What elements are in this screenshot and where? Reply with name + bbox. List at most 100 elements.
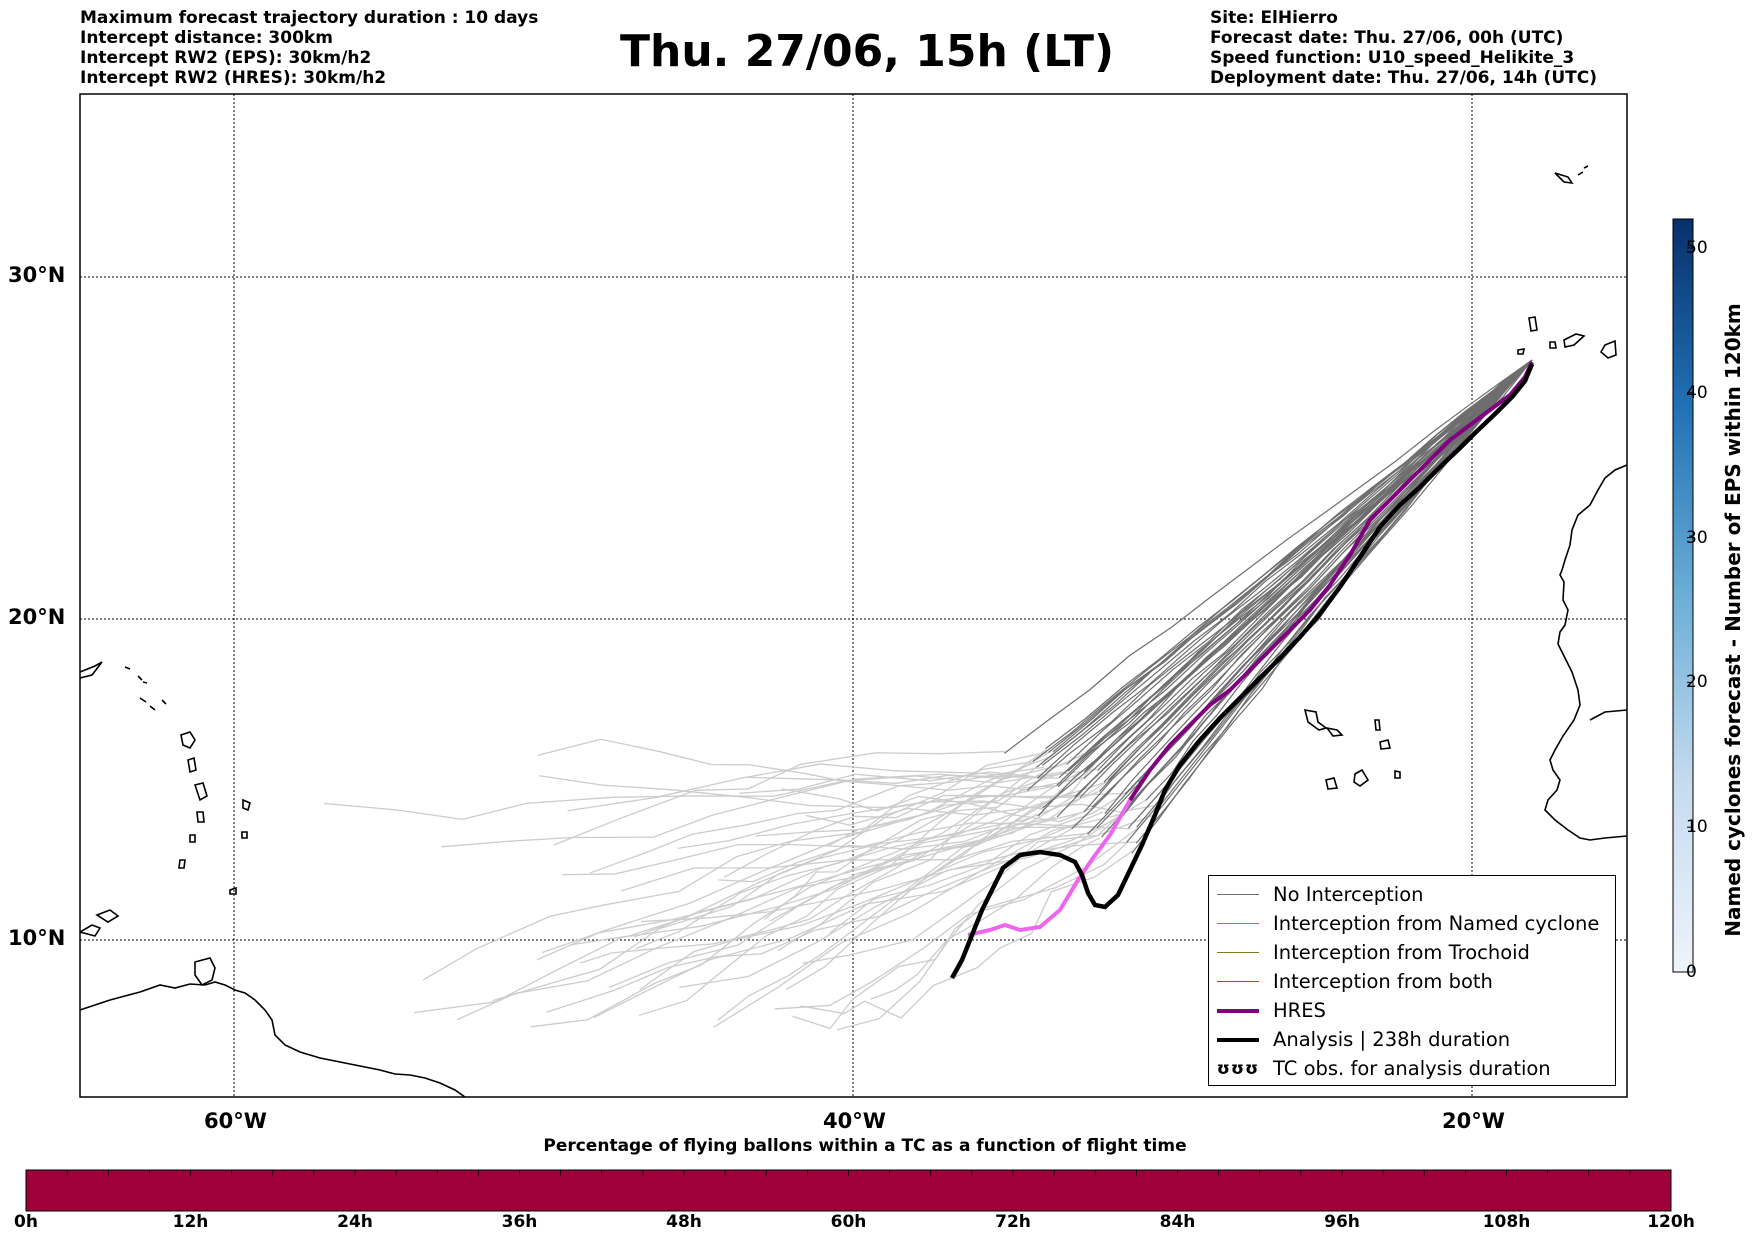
- legend-swatch-hres: [1217, 1008, 1259, 1013]
- legend-item-both: Interception from both: [1209, 967, 1615, 996]
- eps-trajectory-tail: [620, 832, 1089, 892]
- legend-label-trochoid: Interception from Trochoid: [1273, 941, 1530, 964]
- martinique: [193, 782, 208, 802]
- percentage-tick-label: 84h: [1159, 1212, 1196, 1232]
- eps-trajectory-tail: [763, 784, 1057, 920]
- eps-trajectory-tail: [638, 748, 1047, 1017]
- cyclone-tick-label: 10: [1686, 817, 1708, 838]
- max-duration-text: Maximum forecast trajectory duration : 1…: [80, 8, 539, 28]
- eps-trajectory-tail: [589, 766, 1045, 874]
- cyclone-tick-label: 30: [1686, 527, 1708, 548]
- eps-trajectory-tail: [870, 837, 1101, 1000]
- legend-label-analysis: Analysis | 238h duration: [1273, 1028, 1511, 1051]
- eps-trajectory-tail: [755, 752, 1087, 837]
- eps-trajectory-tail: [639, 811, 1104, 991]
- eps-trajectory-tail: [593, 827, 1073, 1019]
- legend-item-trochoid: Interception from Trochoid: [1209, 938, 1615, 967]
- tc-symbol-icon: ʊʊʊ: [1216, 1058, 1260, 1079]
- legend-label-both: Interception from both: [1273, 970, 1493, 993]
- eps-trajectory: [1052, 359, 1533, 753]
- eps-trajectory-tail: [422, 761, 1032, 981]
- lon-label-20w: 20°W: [1442, 1109, 1505, 1133]
- eps-trajectory: [1003, 359, 1533, 754]
- cape-verde-5: [1325, 777, 1339, 790]
- legend-swatch-analysis: [1217, 1037, 1259, 1042]
- eps-trajectory: [1160, 359, 1533, 805]
- eps-trajectory-tail: [641, 841, 1138, 923]
- analysis-trajectory: [950, 363, 1535, 980]
- lon-label-40w: 40°W: [823, 1109, 886, 1133]
- cape-verde-4: [1379, 739, 1391, 750]
- eps-trajectory: [1067, 359, 1533, 772]
- legend-label-hres: HRES: [1273, 999, 1326, 1022]
- site-info: Site: ElHierro Forecast date: Thu. 27/06…: [1210, 8, 1597, 88]
- deployment-date-text: Deployment date: Thu. 27/06, 14h (UTC): [1210, 68, 1597, 88]
- speed-function-text: Speed function: U10_speed_Helikite_3: [1210, 48, 1575, 68]
- fuerteventura: [1599, 339, 1617, 359]
- percentage-tick-label: 12h: [172, 1212, 209, 1232]
- lat-label-20n: 20°N: [8, 605, 66, 629]
- cyclone-colorbar-gradient: [1672, 218, 1694, 973]
- eps-trajectory-tail: [571, 782, 1104, 946]
- eps-trajectory-tail: [567, 763, 1037, 812]
- virgin-islands: [124, 666, 148, 684]
- cyclone-colorbar-ticks: [1687, 247, 1693, 973]
- barbuda-antigua: [242, 798, 251, 812]
- eps-trajectory-tail: [718, 826, 1131, 883]
- percentage-tick-label: 108h: [1482, 1212, 1531, 1232]
- percentage-colorbar: [25, 1169, 1672, 1212]
- trinidad: [194, 957, 216, 987]
- grenada: [178, 859, 186, 869]
- eps-trajectory-tail: [829, 783, 1141, 934]
- eps-trajectory: [1036, 359, 1533, 768]
- eps-trajectories-late: [324, 738, 1161, 1031]
- cyclone-tick-label: 50: [1686, 237, 1708, 258]
- eps-trajectory-tail: [723, 794, 1080, 878]
- eps-trajectory-tail: [539, 775, 1126, 809]
- legend-item-analysis: Analysis | 238h duration: [1209, 1025, 1615, 1054]
- site-text: Site: ElHierro: [1210, 8, 1338, 28]
- lat-label-30n: 30°N: [8, 263, 66, 287]
- legend-item-no-interception: No Interception: [1209, 880, 1615, 909]
- percentage-tick-label: 36h: [501, 1212, 538, 1232]
- legend-label-no-interception: No Interception: [1273, 883, 1424, 906]
- cyclone-tick-label: 20: [1686, 672, 1708, 693]
- venezuela-islands: [80, 909, 120, 937]
- eps-trajectory-tail: [896, 761, 1097, 903]
- eps-trajectory-tail: [537, 738, 1030, 791]
- legend-item-named-cyclone: Interception from Named cyclone: [1209, 909, 1615, 938]
- dominica: [187, 756, 197, 774]
- legend-label-tc-obs: TC obs. for analysis duration: [1273, 1057, 1551, 1080]
- percentage-colorbar-caption: Percentage of flying ballons within a TC…: [543, 1136, 1187, 1156]
- cyclone-colorbar: [1672, 218, 1694, 973]
- eps-trajectory-tail: [712, 813, 1124, 1028]
- st-lucia: [196, 811, 205, 823]
- legend-swatch-no-interception: [1217, 894, 1259, 895]
- intercept-hres-text: Intercept RW2 (HRES): 30km/h2: [80, 68, 387, 88]
- barbados: [241, 831, 248, 839]
- page-title: Thu. 27/06, 15h (LT): [620, 26, 1115, 77]
- percentage-tick-label: 60h: [830, 1212, 867, 1232]
- cyclone-colorbar-label: Named cyclones forecast - Number of EPS …: [1721, 303, 1745, 937]
- antilles-1: [139, 697, 167, 711]
- percentage-tick-label: 24h: [337, 1212, 373, 1232]
- cape-verde-6: [1353, 768, 1370, 787]
- gran-canaria: [1549, 341, 1557, 349]
- hres-trajectory-late: [967, 799, 1132, 937]
- legend-swatch-trochoid: [1217, 952, 1259, 953]
- cape-verde-2: [1325, 726, 1344, 737]
- legend-swatch-named-cyclone: [1217, 923, 1259, 924]
- eps-trajectory-tail: [414, 779, 1110, 1014]
- cape-verde-7: [1394, 770, 1401, 779]
- cyclone-tick-label: 40: [1686, 382, 1708, 403]
- eps-trajectory: [1058, 359, 1533, 779]
- percentage-tick-label: 0h: [14, 1212, 38, 1232]
- eps-trajectory: [1027, 359, 1533, 791]
- hres-trajectory: [1128, 361, 1534, 802]
- map-frame: [79, 93, 1628, 1098]
- la-palma: [1528, 316, 1538, 332]
- puerto-rico-coast: [80, 661, 103, 679]
- forecast-parameters: Maximum forecast trajectory duration : 1…: [80, 8, 538, 88]
- south-america-coast: [80, 981, 466, 1097]
